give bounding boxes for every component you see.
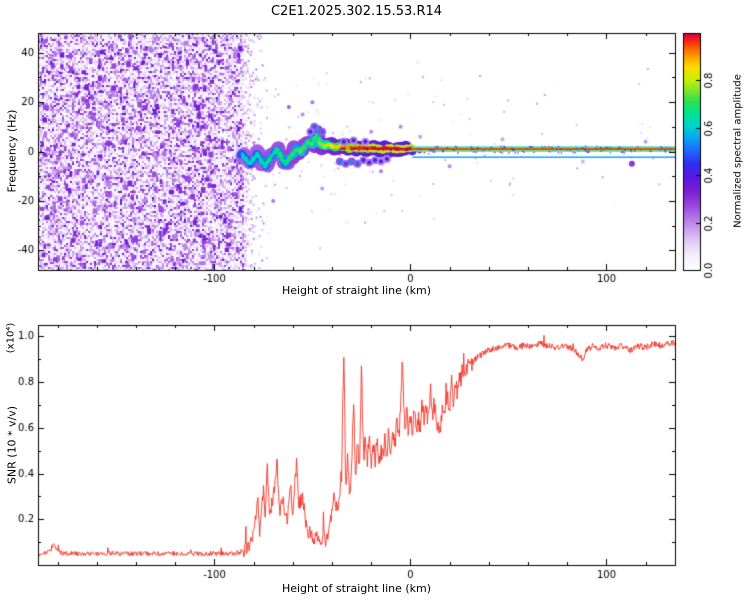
snr-ylabel: SNR (10 * v/v) xyxy=(5,405,19,485)
spectrogram-ylabel: Frequency (Hz) xyxy=(5,109,19,193)
snr-canvas xyxy=(0,300,750,600)
figure-title: C2E1.2025.302.15.53.R14 xyxy=(270,4,443,19)
spectrogram-xlabel: Height of straight line (km) xyxy=(281,284,432,297)
snr-scale-label: (x10⁴) xyxy=(5,322,17,354)
colorbar-label: Normalized spectral amplitude xyxy=(732,74,744,228)
spectrogram-canvas xyxy=(0,0,750,300)
snr-xlabel: Height of straight line (km) xyxy=(281,582,432,595)
